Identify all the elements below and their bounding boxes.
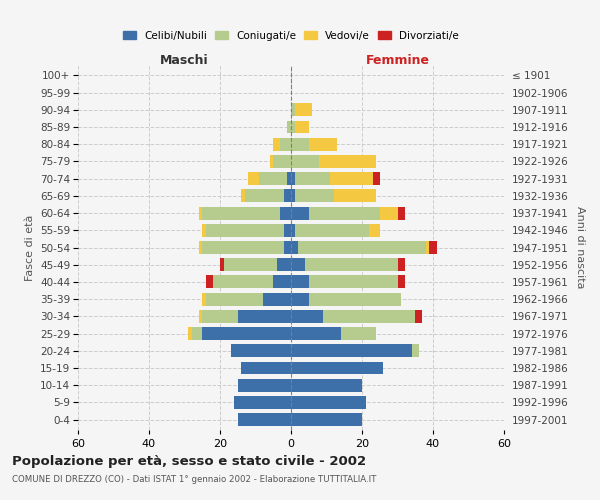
Bar (248, 172, 259, 185)
Bar (199, 310, 202, 323)
Bar (287, 120, 291, 134)
Bar (291, 241, 298, 254)
Bar (398, 258, 404, 271)
Bar (238, 310, 291, 323)
Bar (291, 344, 412, 358)
Bar (202, 292, 206, 306)
Bar (295, 120, 309, 134)
Bar (287, 172, 291, 185)
Bar (284, 190, 291, 202)
Bar (273, 138, 280, 150)
Bar (213, 276, 273, 288)
Bar (291, 413, 362, 426)
Bar (273, 276, 291, 288)
Bar (291, 310, 323, 323)
Bar (341, 327, 376, 340)
Bar (245, 190, 284, 202)
Bar (295, 190, 334, 202)
Bar (291, 258, 305, 271)
Bar (291, 104, 295, 116)
Bar (291, 276, 309, 288)
Bar (415, 310, 422, 323)
Bar (234, 396, 291, 409)
Bar (291, 206, 309, 220)
Bar (412, 344, 419, 358)
Bar (309, 138, 337, 150)
Bar (298, 241, 426, 254)
Bar (291, 327, 341, 340)
Bar (224, 258, 277, 271)
Bar (202, 224, 206, 236)
Bar (323, 310, 415, 323)
Bar (430, 241, 437, 254)
Bar (291, 292, 309, 306)
Bar (291, 172, 295, 185)
Bar (241, 190, 245, 202)
Bar (206, 224, 284, 236)
Bar (334, 190, 376, 202)
Bar (398, 206, 404, 220)
Bar (291, 155, 319, 168)
Bar (188, 327, 191, 340)
Y-axis label: Anni di nascita: Anni di nascita (575, 206, 585, 289)
Bar (191, 327, 202, 340)
Bar (319, 155, 376, 168)
Bar (309, 276, 398, 288)
Bar (295, 104, 313, 116)
Bar (284, 224, 291, 236)
Bar (259, 172, 287, 185)
Bar (291, 396, 365, 409)
Bar (241, 362, 291, 374)
Bar (295, 172, 330, 185)
Bar (199, 206, 202, 220)
Bar (426, 241, 430, 254)
Bar (238, 379, 291, 392)
Bar (284, 241, 291, 254)
Bar (295, 224, 369, 236)
Bar (270, 155, 273, 168)
Bar (202, 310, 238, 323)
Bar (202, 327, 291, 340)
Bar (305, 258, 398, 271)
Bar (291, 224, 295, 236)
Legend: Celibi/Nubili, Coniugati/e, Vedovi/e, Divorziati/e: Celibi/Nubili, Coniugati/e, Vedovi/e, Di… (119, 26, 463, 44)
Bar (398, 276, 404, 288)
Bar (291, 362, 383, 374)
Bar (373, 172, 380, 185)
Y-axis label: Fasce di età: Fasce di età (25, 214, 35, 280)
Bar (291, 138, 309, 150)
Text: Femmine: Femmine (365, 54, 430, 66)
Bar (291, 120, 295, 134)
Text: Popolazione per età, sesso e stato civile - 2002: Popolazione per età, sesso e stato civil… (12, 455, 366, 468)
Bar (277, 258, 291, 271)
Text: COMUNE DI DREZZO (CO) - Dati ISTAT 1° gennaio 2002 - Elaborazione TUTTITALIA.IT: COMUNE DI DREZZO (CO) - Dati ISTAT 1° ge… (12, 475, 376, 484)
Bar (291, 190, 295, 202)
Bar (206, 292, 263, 306)
Bar (202, 206, 280, 220)
Bar (280, 206, 291, 220)
Bar (380, 206, 398, 220)
Bar (220, 258, 224, 271)
Bar (230, 344, 291, 358)
Bar (309, 206, 380, 220)
Bar (206, 276, 213, 288)
Bar (280, 138, 291, 150)
Bar (199, 241, 202, 254)
Bar (369, 224, 380, 236)
Bar (291, 379, 362, 392)
Bar (263, 292, 291, 306)
Bar (309, 292, 401, 306)
Text: Maschi: Maschi (160, 54, 209, 66)
Bar (330, 172, 373, 185)
Bar (238, 413, 291, 426)
Bar (273, 155, 291, 168)
Bar (202, 241, 284, 254)
